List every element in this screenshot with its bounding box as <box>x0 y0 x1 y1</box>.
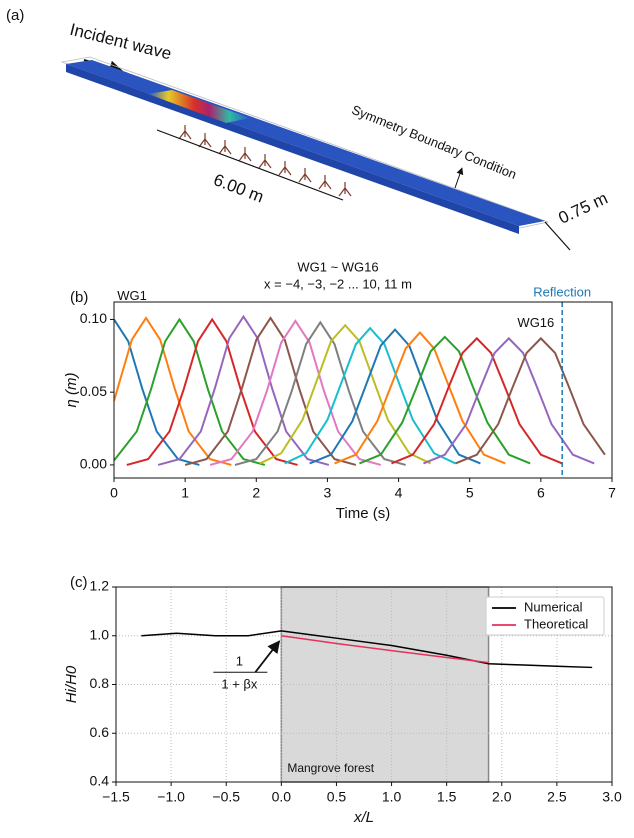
x-tick-label: 1.5 <box>437 789 457 805</box>
length-dimension <box>156 129 344 201</box>
series-line <box>309 328 481 465</box>
legend-label: Theoretical <box>524 616 588 631</box>
x-tick-label: −0.5 <box>212 789 240 805</box>
mangroves <box>178 125 352 197</box>
series-line <box>334 331 506 465</box>
reflection-label: Reflection <box>533 284 591 299</box>
y-tick-label: 0.10 <box>80 310 107 326</box>
panel-label: (a) <box>6 7 24 24</box>
x-tick-label: 2.0 <box>492 789 512 805</box>
x-tick-label: 0.0 <box>272 789 292 805</box>
panel-label: (b) <box>70 289 88 306</box>
series-line <box>259 323 432 465</box>
channel-top <box>66 60 545 226</box>
legend-label: Numerical <box>524 599 583 614</box>
formula-numerator: 1 <box>236 654 243 669</box>
panel-a: (a) Incident wave 6.00 m Symmetry Bounda… <box>6 7 611 251</box>
formula-denominator: 1 + βx <box>221 677 258 692</box>
x-axis-label: x/L <box>353 809 374 826</box>
y-tick-label: 0.05 <box>80 383 107 399</box>
x-tick-label: 1.0 <box>382 789 402 805</box>
x-tick-label: 5 <box>466 485 474 501</box>
x-tick-label: 1 <box>181 485 189 501</box>
series-line <box>455 336 606 465</box>
x-tick-label: −1.5 <box>102 789 130 805</box>
width-label: 0.75 m <box>556 189 611 228</box>
plot-frame <box>115 586 613 783</box>
series-line <box>126 317 298 466</box>
panel-label: (c) <box>70 574 88 591</box>
x-tick-label: 4 <box>395 485 403 501</box>
incident-label: Incident wave <box>68 20 173 64</box>
x-tick-label: 0 <box>110 485 118 501</box>
series-line <box>391 336 563 465</box>
series-line <box>114 316 232 466</box>
series-line <box>209 319 382 466</box>
length-label: 6.00 m <box>211 170 266 206</box>
shaded-region <box>280 586 490 783</box>
x-tick-label: −1.0 <box>157 789 185 805</box>
series-line <box>141 630 593 669</box>
y-axis-label: Hi/H0 <box>63 665 80 703</box>
x-tick-label: 3 <box>324 485 332 501</box>
y-tick-label: 0.4 <box>90 773 110 789</box>
y-tick-label: 0.6 <box>90 724 110 740</box>
series-line <box>234 320 406 466</box>
y-tick-label: 1.0 <box>90 626 110 642</box>
series-line <box>423 336 595 465</box>
series-line <box>359 335 531 465</box>
plot-frame <box>113 301 613 479</box>
wave-crest <box>148 90 250 123</box>
y-tick-label: 0.00 <box>80 456 107 472</box>
series-line <box>157 314 330 466</box>
x-axis-label: Time (s) <box>336 505 390 522</box>
x-tick-label: 3.0 <box>602 789 622 805</box>
chart-title: WG1 ~ WG16 <box>297 259 378 274</box>
x-tick-label: 6 <box>537 485 545 501</box>
width-dimension <box>544 221 571 251</box>
y-tick-label: 1.2 <box>90 578 110 594</box>
series-line <box>114 318 200 466</box>
series-line <box>284 326 456 465</box>
formula-arrow <box>254 640 281 673</box>
y-tick-label: 0.8 <box>90 675 110 691</box>
chart-subtitle: x = −4, −3, −2 ... 10, 11 m <box>264 276 412 291</box>
annotation: WG1 <box>117 288 147 303</box>
boundary-arrow <box>454 167 464 189</box>
shade-label: Mangrove forest <box>287 761 374 775</box>
annotation: WG16 <box>517 315 554 330</box>
channel-side <box>66 64 519 234</box>
x-tick-label: 0.5 <box>327 789 347 805</box>
series-line <box>114 317 266 466</box>
y-axis-label: η (m) <box>63 373 80 408</box>
x-tick-label: 7 <box>608 485 616 501</box>
x-tick-label: 2.5 <box>547 789 567 805</box>
x-tick-label: 2 <box>252 485 260 501</box>
series-line <box>184 316 357 466</box>
series-line <box>281 635 489 664</box>
